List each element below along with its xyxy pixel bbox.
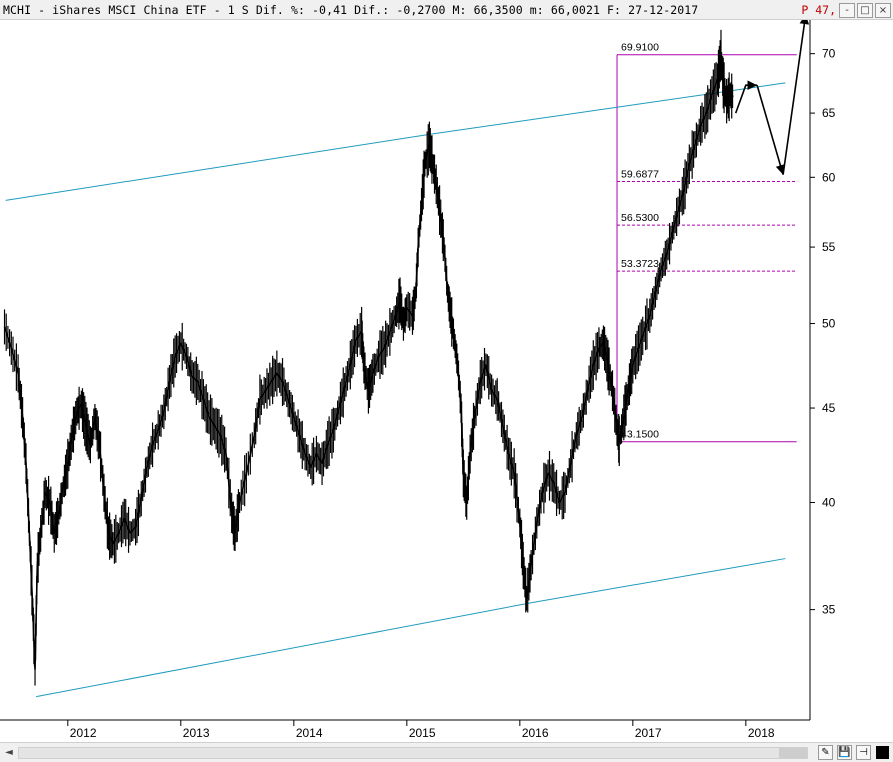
channel-line[interactable]	[531, 558, 786, 604]
projection-arrow[interactable]	[782, 20, 810, 175]
fibonacci-retracement[interactable]: 69.9100 59.6877 56.5300 53.3723 43.1500	[616, 42, 797, 443]
channel-line[interactable]	[36, 602, 532, 698]
y-tick-label: 45	[822, 401, 836, 415]
scrollbar-thumb[interactable]	[779, 748, 807, 758]
close-button[interactable]: ×	[875, 2, 891, 18]
y-tick-label: 50	[822, 317, 836, 331]
x-tick-label: 2017	[635, 726, 662, 740]
fib-level-label: 69.9100	[621, 42, 659, 54]
save-icon[interactable]: 💾	[837, 745, 852, 760]
y-tick-label: 65	[822, 106, 836, 120]
instrument-info-text: MCHI - iShares MSCI China ETF - 1 S Dif.…	[3, 3, 699, 17]
scroll-left-arrow-icon[interactable]: ◄	[5, 747, 13, 758]
bottom-toolbar: ◄ ✎ 💾 ⊣	[0, 742, 893, 762]
trend-channel[interactable]	[5, 82, 786, 698]
pin-icon[interactable]: ⊣	[856, 745, 871, 760]
y-tick-label: 40	[822, 496, 836, 510]
projection-arrow[interactable]	[734, 80, 758, 114]
fib-level-label: 53.3723	[621, 258, 659, 270]
x-tick-label: 2014	[296, 726, 323, 740]
header-marker-value: 47,	[815, 3, 836, 17]
horizontal-scrollbar[interactable]	[18, 747, 808, 759]
fib-level-label: 59.6877	[621, 168, 659, 180]
y-tick-label: 55	[822, 240, 836, 254]
maximize-button[interactable]: □	[857, 2, 873, 18]
price-line	[3, 54, 734, 670]
header-marker-p: P	[801, 3, 809, 17]
fib-level-label: 43.1500	[621, 429, 659, 441]
fib-level-label: 56.5300	[621, 212, 659, 224]
channel-line[interactable]	[5, 133, 430, 201]
color-swatch[interactable]	[876, 746, 889, 759]
edit-icon[interactable]: ✎	[818, 745, 833, 760]
x-tick-label: 2013	[183, 726, 210, 740]
x-tick-label: 2015	[409, 726, 436, 740]
projection-arrow[interactable]	[756, 84, 786, 175]
y-tick-labels: 35 40 45 50 55 60 65 70	[810, 47, 836, 617]
x-tick-labels: 2012 2013 2014 2015 2016 2017 2018	[67, 720, 775, 740]
x-tick-label: 2012	[70, 726, 97, 740]
minimize-button[interactable]: -	[839, 2, 855, 18]
chart-header-bar: MCHI - iShares MSCI China ETF - 1 S Dif.…	[0, 0, 893, 20]
price-chart[interactable]: 69.9100 59.6877 56.5300 53.3723 43.1500 35 40…	[0, 20, 893, 742]
x-tick-label: 2018	[748, 726, 775, 740]
y-tick-label: 70	[822, 47, 836, 61]
y-tick-label: 35	[822, 603, 836, 617]
window-controls: P 47, - □ ×	[799, 2, 893, 18]
projection-arrows[interactable]	[734, 20, 810, 175]
price-series	[3, 29, 734, 686]
y-tick-label: 60	[822, 170, 836, 184]
x-tick-label: 2016	[522, 726, 549, 740]
header-price-marker: P 47,	[801, 3, 836, 17]
